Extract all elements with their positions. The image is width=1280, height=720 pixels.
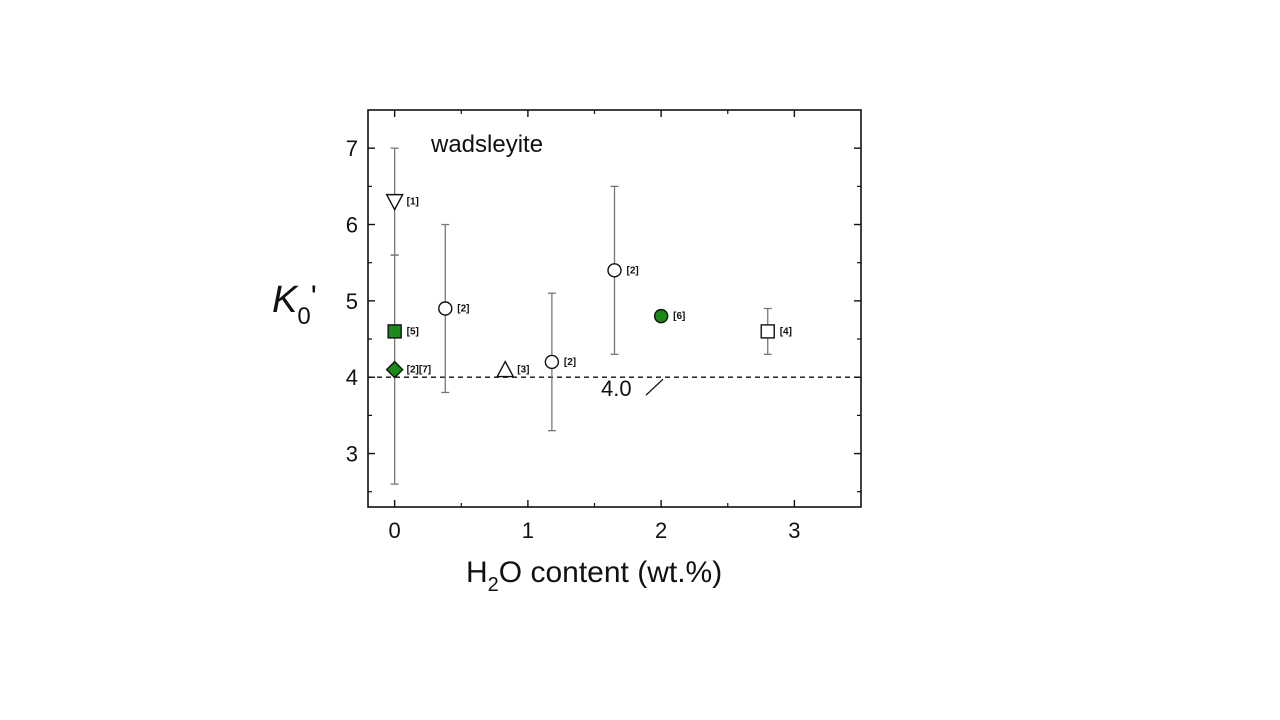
data-point-triangle-down [385,193,404,212]
x-tick-label: 0 [389,518,401,543]
point-label: [2][7] [407,365,431,376]
y-tick-label: 3 [346,442,358,467]
data-points [385,193,775,379]
x-axis-title: H2O content (wt.%) [466,556,722,596]
y-axis-title-rest: ' [311,279,317,315]
x-axis-title-main: H [466,556,488,589]
point-label: [2] [564,357,576,368]
point-label: [5] [407,326,419,337]
point-label: [6] [673,311,685,322]
plot-frame [367,109,862,508]
y-tick-label: 6 [346,213,358,238]
x-axis-title-rest: O content (wt.%) [499,556,722,589]
reference-line-group: 4.0 [368,376,861,401]
point-label: [1] [407,197,419,208]
point-label: [3] [517,365,529,376]
y-tick-label: 5 [346,289,358,314]
error-bars [390,147,772,485]
y-tick-label: 4 [346,365,358,390]
point-label: [2] [627,265,639,276]
x-tick-label: 1 [522,518,534,543]
data-point-triangle-up [496,360,515,378]
x-axis-title-sub: 2 [488,574,499,596]
y-tick-label: 7 [346,136,358,161]
x-tick-label: 2 [655,518,667,543]
reference-line-label: 4.0 [601,376,632,401]
y-axis-title-sub: 0 [297,303,310,330]
data-point-circle [438,301,453,316]
axis-ticks: 0 1 2 3 3 4 5 6 7 [346,110,861,543]
point-label: [2] [457,304,469,315]
x-tick-label: 3 [788,518,800,543]
data-point-square [760,324,775,339]
data-point-circle [607,263,622,278]
y-axis-title: K0' [272,279,317,330]
data-point-diamond [385,360,404,379]
chart-annotation: wadsleyite [430,131,543,158]
point-label: [4] [780,326,792,337]
data-point-square [387,324,402,339]
y-axis-title-main: K [272,279,299,321]
data-point-circle [544,354,560,370]
data-point-circle [653,308,669,324]
point-labels: [1] [5] [2][7] [2] [3] [2] [2] [6] [4] [407,197,792,376]
reference-line-pointer [645,378,664,396]
